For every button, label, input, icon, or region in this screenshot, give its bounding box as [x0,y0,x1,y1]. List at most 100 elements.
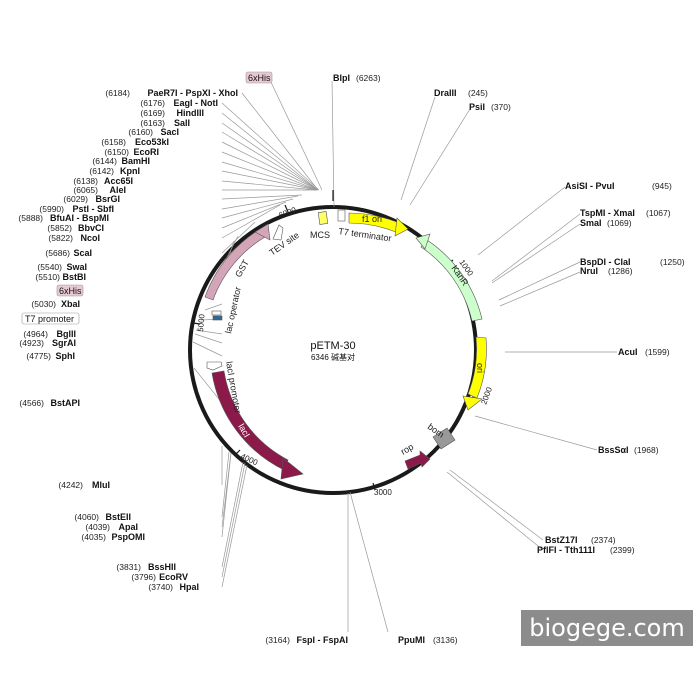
site-pos: (5852) [47,223,72,233]
tag-6xhis-left-box [56,284,84,297]
site-name: BlpI [333,73,350,83]
site-name: PaeR7I - PspXI - XhoI [147,88,238,98]
tick-3000: 3000 [374,488,392,497]
site-name: SacI [160,127,179,137]
site-pos: (3740) [148,582,173,592]
feature-mcs-label: MCS [310,230,330,240]
site-name: BbvCI [78,223,104,233]
feature-tev-site [272,224,284,241]
site-pos: (5510) [35,272,60,282]
tick-2000: 2000 [479,385,494,405]
site-pos: (6144) [92,156,117,166]
site-pos: (6142) [89,166,114,176]
site-pos: (5030) [31,299,56,309]
site-pos: (4035) [81,532,106,542]
feature-bom [432,427,456,450]
tag-t7-promoter-box [21,312,80,325]
site-pos: (4039) [85,522,110,532]
site-name: PpuMI [398,635,425,645]
site-pos: (6263) [356,73,381,83]
site-name: TspMI - XmaI [580,208,635,218]
site-name: BssHII [148,562,176,572]
site-pos: (5822) [48,233,73,243]
feature-rop [404,450,431,470]
site-pos: (5888) [18,213,43,223]
site-pos: (1968) [634,445,659,455]
site-name: EcoRV [159,572,188,582]
site-pos: (945) [652,181,672,191]
feature-ori-arrow [462,395,483,411]
feature-kanr-arrow [415,233,431,250]
site-pos: (2374) [591,535,616,545]
site-pos: (1250) [660,257,685,267]
site-pos: (4566) [19,398,44,408]
site-name: Eco53kI [135,137,169,147]
site-name: SgrAI [52,338,76,348]
tag-t7-promoter: T7 promoter [25,314,74,324]
site-pos: (1599) [645,347,670,357]
site-pos: (4060) [74,512,99,522]
site-name: NcoI [80,233,100,243]
tag-6xhis-top: 6xHis [248,73,271,83]
feature-mcs [317,211,329,225]
site-pos: (6163) [140,118,165,128]
site-pos: (5686) [45,248,70,258]
site-name: NruI [580,266,598,276]
feature-t7-promoter-mark [212,315,223,321]
feature-laci-arrow [280,457,304,480]
site-name: EagI - NotI [174,98,219,108]
site-name: BfuAI - BspMI [50,213,109,223]
feature-gst-arrow [254,223,271,241]
site-pos: (245) [468,88,488,98]
site-pos: (5990) [39,204,64,214]
site-pos: (3164) [265,635,290,645]
site-pos: (6138) [73,176,98,186]
site-name: BamHI [121,156,150,166]
site-pos: (4923) [19,338,44,348]
site-pos: (6176) [140,98,165,108]
feature-t7-terminator-label: T7 terminator [338,226,392,243]
site-name: SphI [56,351,76,361]
site-name: PsiI [469,102,485,112]
site-name: EcoRI [133,147,159,157]
watermark: biogege.com [521,610,693,646]
site-pos: (3796) [131,572,156,582]
site-pos: (1069) [607,218,632,228]
site-name: ApaI [118,522,138,532]
tag-6xhis-top-box [245,71,273,84]
plasmid-name: pETM-30 [310,340,355,352]
feature-f1-ori-arrow [394,217,409,237]
tick-5000: 5000 [196,313,207,332]
site-name: AleI [109,185,126,195]
site-pos: (1286) [608,266,633,276]
site-name: DraIII [434,88,457,98]
site-pos: (4964) [23,329,48,339]
feature-lac-operator [211,310,222,316]
left-sites: (6184) PaeR7I - PspXI - XhoI (6176) EagI… [18,88,457,645]
site-pos: (1067) [646,208,671,218]
backbone-ring [188,205,478,495]
feature-kanr [420,239,483,322]
site-name: SwaI [66,262,87,272]
site-pos: (5540) [37,262,62,272]
tag-6xhis-left: 6xHis [59,286,82,296]
site-pos: (370) [491,102,511,112]
site-pos: (4242) [58,480,83,490]
feature-t7-terminator [337,209,346,222]
site-name: BsrGI [95,194,120,204]
site-name: SmaI [580,218,602,228]
site-name: BspDI - ClaI [580,257,631,267]
feature-laci-promoter [206,361,223,371]
site-name: BstZ17I [545,535,578,545]
site-pos: (6169) [140,108,165,118]
site-name: HindIII [177,108,205,118]
site-name: Acc65I [104,176,133,186]
site-pos: (2399) [610,545,635,555]
site-pos: (6029) [63,194,88,204]
site-pos: (6160) [128,127,153,137]
site-name: SalI [174,118,190,128]
site-pos: (3136) [433,635,458,645]
site-pos: (6158) [101,137,126,147]
feature-rop-label: rop [399,442,415,457]
